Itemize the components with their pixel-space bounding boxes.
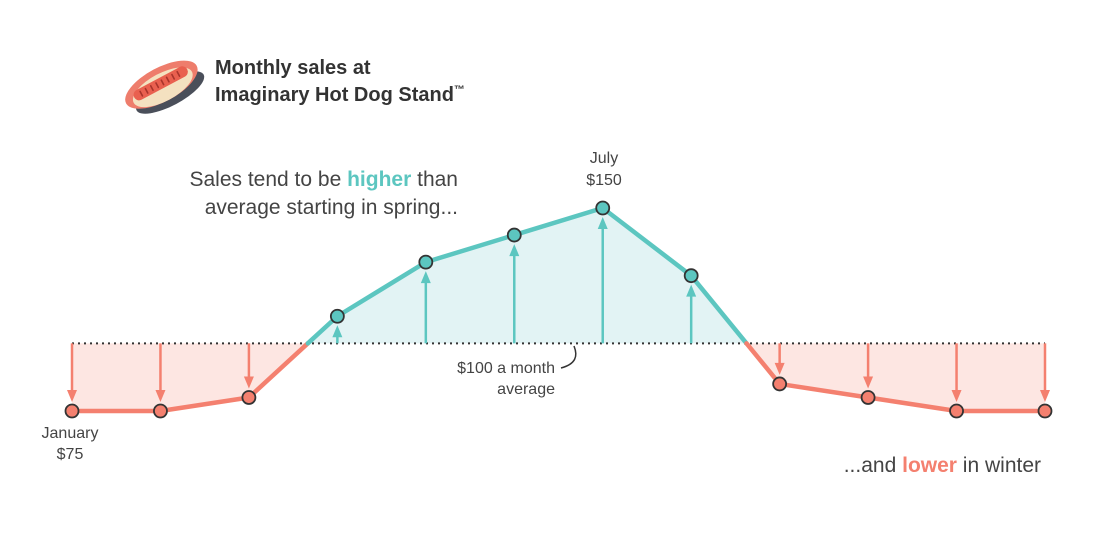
- above-average-area-1: [307, 208, 747, 344]
- hot-dog-icon: [125, 60, 205, 114]
- annotation-lower-post: in winter: [957, 454, 1041, 477]
- deviation-arrow-feb: [155, 343, 166, 402]
- annotation-higher-post: than: [411, 168, 458, 191]
- data-point-jan: [64, 403, 80, 419]
- arrow-head: [686, 284, 697, 297]
- average-label-line1: $100 a month: [457, 360, 555, 377]
- arrow-layer: [67, 217, 1050, 402]
- deviation-arrow-jul: [597, 217, 608, 344]
- deviation-arrow-sep: [774, 343, 785, 375]
- first-month-label: January: [42, 425, 99, 442]
- point-layer: [64, 200, 1053, 419]
- arrow-head: [774, 362, 785, 375]
- data-point-oct: [860, 390, 876, 405]
- deviation-arrow-jun: [509, 244, 520, 344]
- data-point-feb: [153, 403, 168, 419]
- peak-value-label: $150: [586, 172, 622, 189]
- data-point-jun: [506, 227, 522, 243]
- average-leader-line: [560, 345, 577, 369]
- deviation-arrow-oct: [863, 343, 874, 389]
- arrow-head: [863, 376, 874, 389]
- deviation-arrow-nov: [951, 343, 962, 402]
- annotation-higher-pre: Sales tend to be: [189, 168, 347, 191]
- data-point-mar: [241, 390, 257, 405]
- deviation-arrow-dec: [1040, 343, 1050, 402]
- annotation-lower-emph: lower: [902, 454, 957, 477]
- data-point-nov: [949, 403, 964, 419]
- deviation-arrow-may: [420, 271, 431, 344]
- annotation-higher-emph: higher: [347, 168, 411, 191]
- annotation-lower: ...and lower in winter: [844, 454, 1041, 477]
- arrow-head: [243, 376, 254, 389]
- trademark-mark: ™: [454, 84, 465, 96]
- chart-title-line2: Imaginary Hot Dog Stand™: [215, 84, 465, 106]
- chart-title-text: Imaginary Hot Dog Stand: [215, 84, 454, 106]
- data-point-apr: [329, 308, 345, 324]
- annotation-higher-line1: Sales tend to be higher than: [189, 168, 458, 191]
- chart-title-line1: Monthly sales at: [215, 57, 371, 79]
- deviation-arrow-jan: [67, 343, 77, 402]
- average-label-line2: average: [497, 381, 555, 398]
- below-average-area-2: [746, 343, 1045, 411]
- data-point-sep: [772, 376, 788, 392]
- area-layer: [72, 208, 1045, 411]
- arrow-head: [951, 390, 962, 402]
- deviation-arrow-apr: [332, 325, 343, 344]
- arrow-head: [332, 325, 343, 338]
- below-average-line-0: [69, 341, 311, 414]
- data-point-dec: [1037, 403, 1053, 419]
- first-value-label: $75: [57, 446, 84, 463]
- deviation-arrow-mar: [243, 343, 254, 389]
- arrow-head: [67, 390, 77, 402]
- peak-month-label: July: [590, 150, 618, 167]
- annotation-lower-pre: ...and: [844, 454, 902, 477]
- arrow-head: [155, 390, 166, 402]
- arrow-head: [597, 217, 608, 229]
- annotation-higher-line2: average starting in spring...: [205, 196, 458, 219]
- data-point-aug: [683, 268, 699, 284]
- deviation-arrow-aug: [686, 284, 697, 344]
- arrow-head: [1040, 390, 1050, 402]
- data-point-may: [418, 254, 434, 270]
- arrow-head: [420, 271, 431, 284]
- data-point-jul: [595, 200, 611, 216]
- arrow-head: [509, 244, 520, 257]
